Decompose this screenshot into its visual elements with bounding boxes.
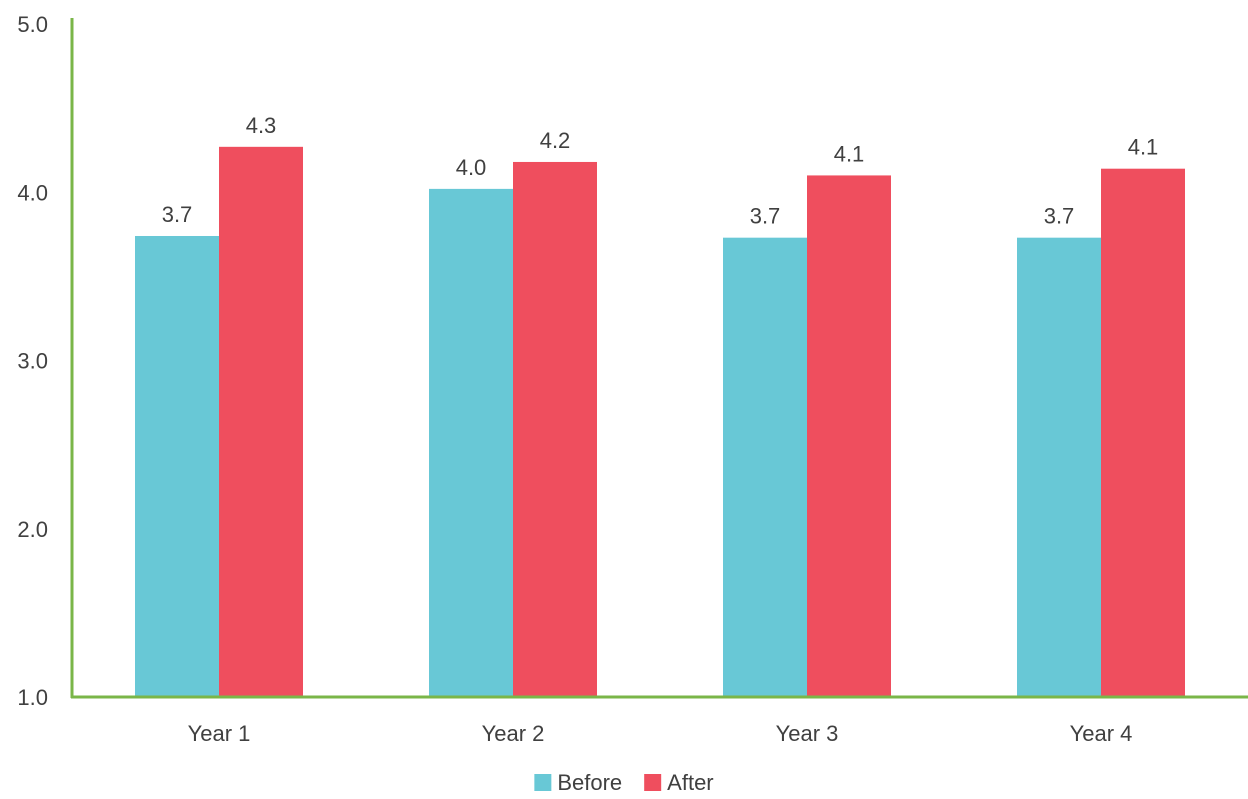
- legend-label-before: Before: [557, 770, 622, 795]
- legend-swatch-before: [534, 774, 552, 791]
- bar-before-3: [723, 237, 807, 698]
- legend-swatch-after: [644, 774, 662, 791]
- data-label-after-2: 4.2: [540, 128, 571, 153]
- x-tick-label: Year 1: [188, 721, 251, 746]
- bar-before-1: [135, 235, 219, 697]
- data-label-after-3: 4.1: [834, 141, 865, 166]
- data-label-before-4: 3.7: [1044, 204, 1075, 229]
- bars-layer: [135, 146, 1185, 698]
- y-tick-label: 1.0: [17, 685, 48, 710]
- x-tick-label: Year 3: [776, 721, 839, 746]
- bar-after-1: [219, 146, 303, 697]
- y-tick-label: 4.0: [17, 180, 48, 205]
- y-tick-label: 3.0: [17, 349, 48, 374]
- y-tick-label: 5.0: [17, 12, 48, 37]
- data-label-before-1: 3.7: [162, 202, 193, 227]
- y-tick-label: 2.0: [17, 517, 48, 542]
- legend-label-after: After: [667, 770, 713, 795]
- bar-after-4: [1101, 168, 1185, 697]
- bar-after-2: [513, 161, 597, 698]
- bar-before-4: [1017, 237, 1101, 698]
- x-tick-label: Year 2: [482, 721, 545, 746]
- data-labels-layer: 3.7 4.3 4.0 4.2 3.7 4.1 3.7 4.1: [162, 113, 1159, 229]
- bar-after-3: [807, 175, 891, 698]
- data-label-before-3: 3.7: [750, 204, 781, 229]
- x-tick-label: Year 4: [1070, 721, 1133, 746]
- bar-before-2: [429, 188, 513, 697]
- data-label-after-1: 4.3: [246, 113, 277, 138]
- data-label-after-4: 4.1: [1128, 135, 1159, 160]
- data-label-before-2: 4.0: [456, 155, 487, 180]
- axes-layer: Year 1 Year 2 Year 3 Year 4 1.0 2.0 3.0 4.0 5.0: [17, 12, 1248, 746]
- legend: Before After: [534, 770, 714, 795]
